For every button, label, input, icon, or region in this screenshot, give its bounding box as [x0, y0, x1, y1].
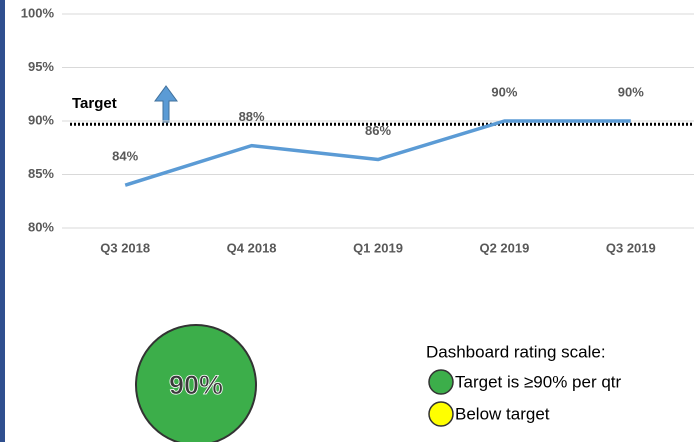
left-edge-bar: [0, 0, 5, 442]
legend-item: Target is ≥90% per qtr: [455, 372, 622, 391]
legend-swatch: [428, 369, 454, 395]
x-tick-label: Q3 2018: [100, 240, 150, 255]
x-tick-label: Q1 2019: [353, 240, 403, 255]
data-label: 90%: [618, 84, 644, 99]
legend-title: Dashboard rating scale:: [426, 342, 606, 361]
data-label: 88%: [239, 109, 265, 124]
legend-swatch: [428, 401, 454, 427]
target-label: Target: [72, 95, 117, 112]
data-label: 84%: [112, 149, 138, 164]
y-tick-label: 80%: [28, 219, 54, 234]
x-tick-label: Q3 2019: [606, 240, 656, 255]
y-tick-label: 85%: [28, 166, 54, 181]
data-label: 86%: [365, 123, 391, 138]
y-tick-label: 90%: [28, 112, 54, 127]
data-line: [124, 119, 631, 187]
y-tick-label: 95%: [28, 59, 54, 74]
x-tick-label: Q2 2019: [479, 240, 529, 255]
y-tick-label: 100%: [21, 5, 55, 20]
legend-item: Below target: [455, 404, 550, 423]
x-tick-label: Q4 2018: [227, 240, 277, 255]
rating-label: 90%: [169, 370, 223, 400]
data-label: 90%: [491, 84, 517, 99]
target-arrow: [154, 85, 178, 123]
rating-circle: [135, 324, 257, 442]
